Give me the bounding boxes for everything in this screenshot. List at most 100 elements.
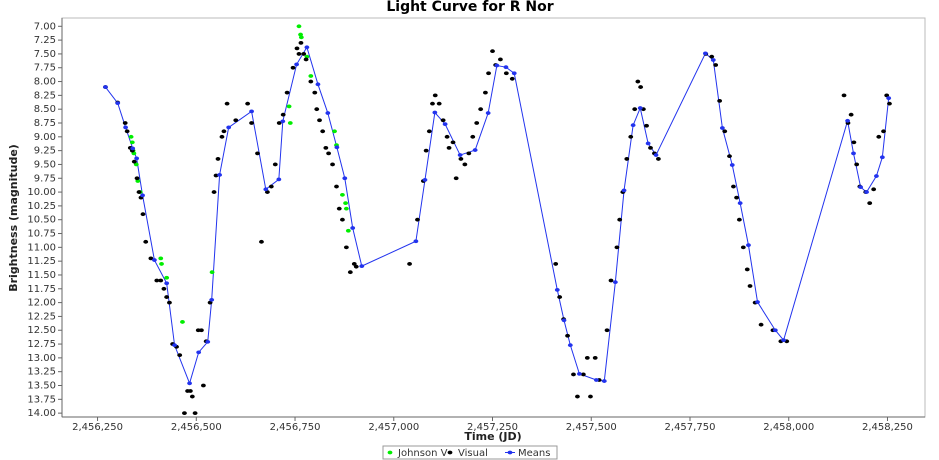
data-point (442, 122, 448, 127)
data-point (287, 121, 293, 125)
data-point (336, 206, 342, 211)
data-point (485, 111, 491, 115)
legend-label: Means (518, 448, 550, 459)
y-tick-label: 11.75 (27, 284, 56, 295)
y-tick-label: 10.50 (27, 215, 56, 226)
y-tick-label: 14.00 (27, 408, 56, 419)
data-point (134, 176, 140, 181)
data-point (351, 262, 357, 266)
data-point (858, 185, 864, 190)
data-point (340, 192, 345, 197)
y-tick-label: 13.50 (27, 381, 56, 392)
data-point (494, 63, 500, 68)
data-point (164, 275, 170, 280)
data-point (854, 162, 860, 167)
data-point (457, 153, 463, 157)
data-point (340, 217, 345, 222)
data-point (280, 112, 286, 117)
data-point (580, 372, 586, 377)
data-point (608, 278, 614, 283)
data-point (123, 125, 128, 130)
data-point (128, 134, 134, 139)
data-point (294, 46, 300, 51)
data-point (453, 176, 459, 181)
data-point (249, 121, 254, 125)
data-point (722, 129, 728, 134)
data-point (653, 153, 659, 157)
data-point (432, 110, 438, 115)
y-tick-label: 12.75 (27, 339, 56, 350)
data-point (263, 187, 269, 192)
data-point (343, 245, 349, 250)
data-point (621, 188, 627, 193)
data-point (781, 338, 787, 343)
data-point (577, 371, 582, 376)
data-point (308, 74, 314, 78)
data-point (140, 193, 145, 198)
data-point (103, 85, 108, 89)
data-point (655, 157, 661, 161)
data-point (758, 322, 764, 327)
data-point (450, 140, 456, 145)
data-point (702, 51, 708, 56)
data-point (575, 394, 580, 399)
x-tick-label: 2,457,750 (665, 422, 716, 433)
data-point (334, 184, 339, 189)
data-point (209, 297, 215, 302)
data-point (330, 162, 335, 167)
data-point (554, 287, 560, 292)
legend-label: Visual (458, 448, 488, 459)
data-point (565, 333, 570, 338)
data-point (224, 101, 230, 106)
data-point (593, 378, 599, 382)
data-point (221, 129, 227, 134)
plot-frame (61, 17, 926, 418)
data-point (192, 411, 198, 416)
data-point (851, 151, 856, 156)
data-point (268, 184, 274, 189)
data-point (747, 284, 753, 288)
data-point (154, 278, 160, 283)
data-point (553, 262, 559, 266)
data-point (617, 217, 623, 222)
data-point (490, 49, 495, 54)
data-point (180, 320, 185, 324)
data-point (187, 389, 193, 393)
data-point (729, 163, 735, 167)
data-point (755, 300, 760, 304)
data-point (772, 328, 778, 333)
data-point (884, 93, 890, 98)
data-point (215, 157, 221, 161)
data-point (249, 109, 254, 114)
data-point (298, 40, 304, 45)
data-point (717, 98, 723, 103)
data-point (746, 243, 751, 248)
data-point (874, 174, 879, 178)
data-point (744, 267, 750, 272)
data-point (592, 355, 598, 360)
legend-marker (507, 450, 513, 455)
data-point (326, 151, 332, 156)
data-point (312, 90, 318, 95)
data-point (129, 140, 135, 145)
x-tick-label: 2,457,250 (467, 422, 518, 433)
data-point (567, 343, 573, 348)
x-tick-label: 2,457,000 (368, 422, 419, 433)
y-tick-label: 8.00 (34, 77, 56, 88)
data-point (571, 372, 576, 377)
data-point (182, 411, 187, 416)
data-point (189, 394, 195, 399)
data-point (511, 71, 517, 76)
data-point (280, 119, 286, 124)
data-point (436, 101, 442, 106)
data-point (304, 45, 310, 50)
data-point (115, 101, 121, 106)
data-point (470, 134, 476, 139)
data-point (298, 35, 304, 40)
data-point (343, 201, 348, 206)
data-point (466, 151, 472, 156)
data-point (284, 90, 290, 95)
data-point (561, 318, 567, 323)
y-tick-label: 13.75 (27, 394, 56, 405)
